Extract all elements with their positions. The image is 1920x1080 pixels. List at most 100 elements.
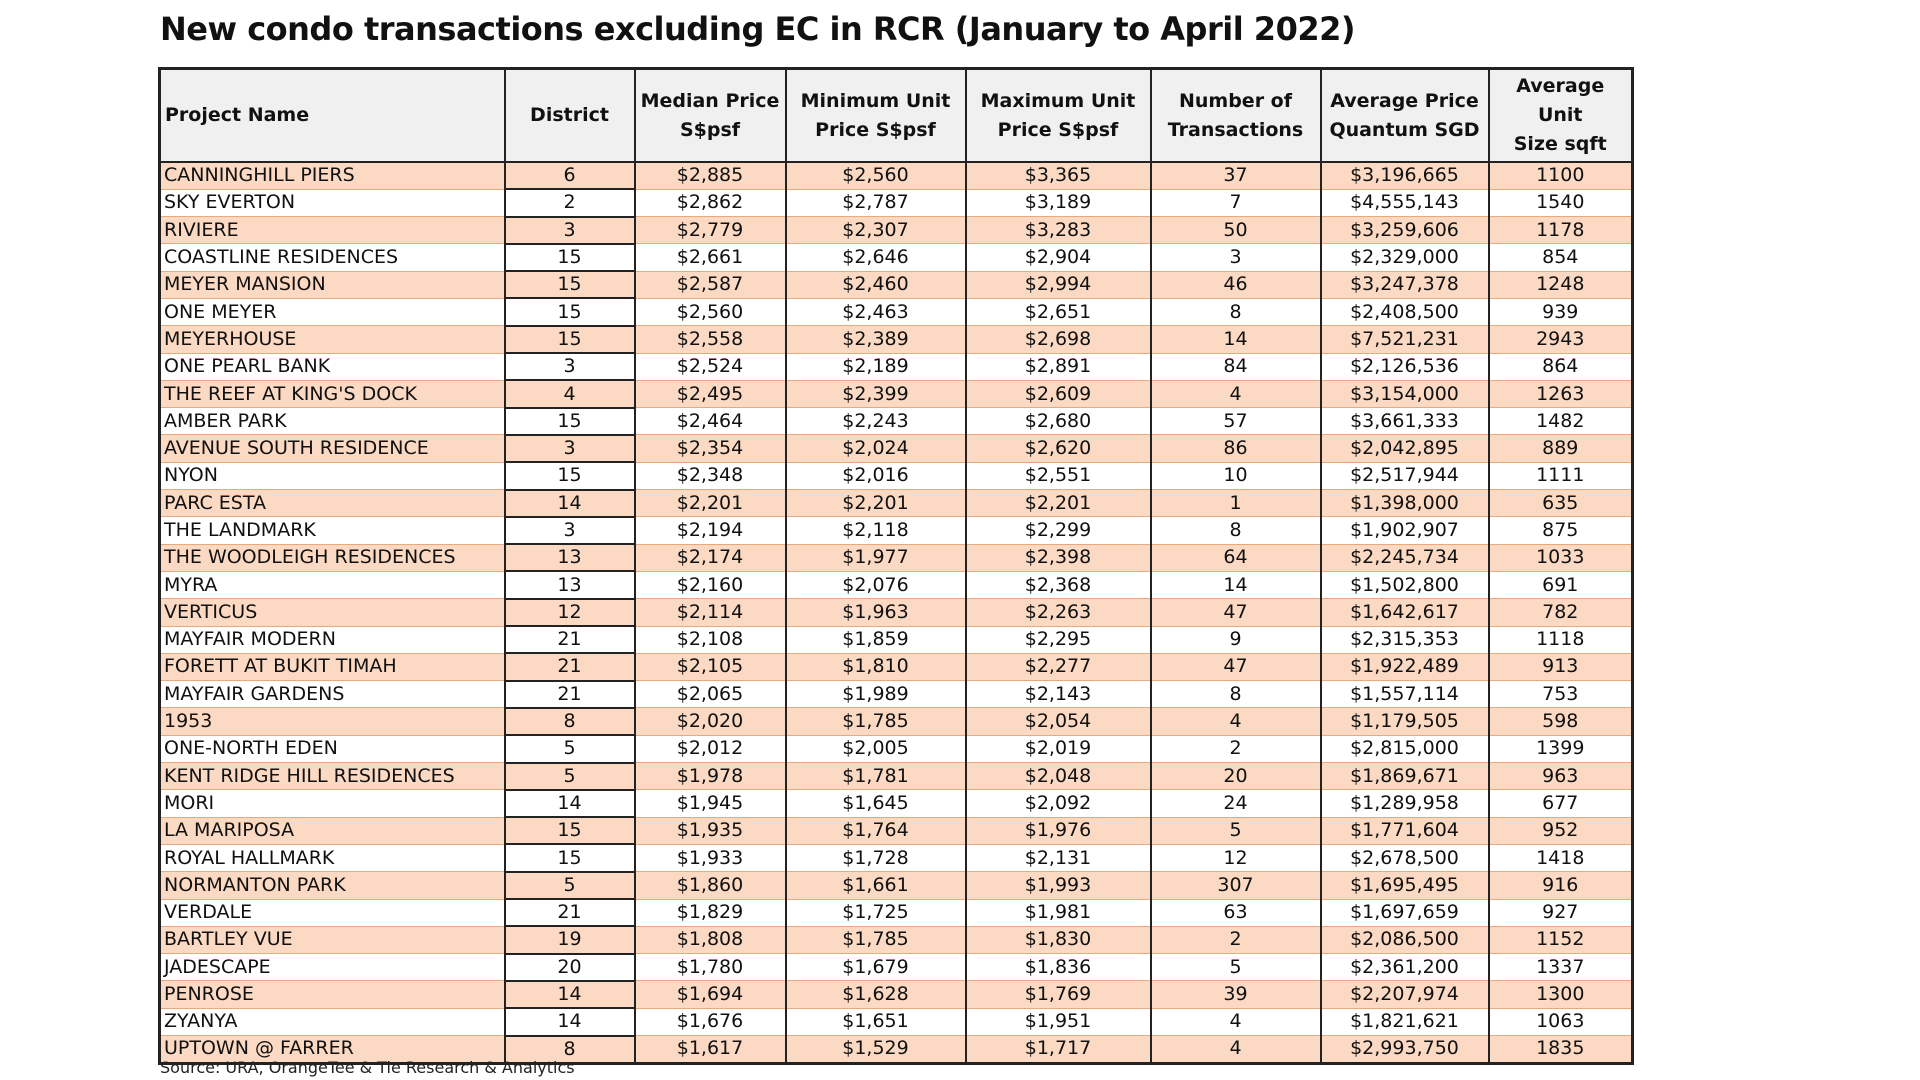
transactions-cell: 47: [1149, 598, 1322, 627]
table-row: COASTLINE RESIDENCES 15 $2,661 $2,646 $2,904…: [158, 242, 1634, 273]
district-cell: 5: [503, 870, 636, 901]
table-row: AMBER PARK 15 $2,464 $2,243 $2,680 57 $3,661,3…: [158, 406, 1634, 436]
avg-price-quantum-cell: $2,678,500: [1319, 843, 1490, 873]
max-unit-price-cell: $1,769: [964, 980, 1152, 1009]
min-unit-price-cell: $2,118: [784, 516, 967, 545]
district-cell: 21: [503, 652, 636, 682]
transactions-cell: 46: [1149, 270, 1322, 299]
min-unit-price-cell: $2,646: [784, 243, 967, 272]
median-price-cell: $2,174: [633, 543, 787, 572]
avg-unit-size-cell: 864: [1487, 352, 1634, 381]
table-row: MEYERHOUSE 15 $2,558 $2,389 $2,698 14 $7,521,2…: [158, 324, 1634, 355]
transactions-cell: 37: [1149, 161, 1322, 190]
project-name-cell: PARC ESTA: [158, 489, 506, 518]
table-body: CANNINGHILL PIERS 6 $2,885 $2,560 $3,365 37 $3…: [158, 160, 1634, 1064]
district-cell: 14: [503, 979, 636, 1010]
transactions-cell: 7: [1149, 188, 1322, 218]
project-name-cell: ONE-NORTH EDEN: [158, 734, 506, 764]
max-unit-price-cell: $2,680: [964, 407, 1152, 436]
table-row: ZYANYA 14 $1,676 $1,651 $1,951 4 $1,821,621 106…: [158, 1007, 1634, 1037]
district-cell: 15: [503, 406, 636, 436]
project-name-cell: CANNINGHILL PIERS: [158, 161, 506, 190]
project-name-cell: UPTOWN @ FARRER: [158, 1035, 506, 1064]
avg-unit-size-cell: 916: [1487, 871, 1634, 900]
district-cell: 21: [503, 679, 636, 709]
project-name-cell: NORMANTON PARK: [158, 871, 506, 900]
avg-unit-size-cell: 1118: [1487, 625, 1634, 654]
table-row: JADESCAPE 20 $1,780 $1,679 $1,836 5 $2,361,200…: [158, 952, 1634, 982]
min-unit-price-cell: $2,201: [784, 489, 967, 518]
avg-price-quantum-cell: $2,245,734: [1319, 543, 1490, 572]
project-name-cell: VERDALE: [158, 898, 506, 927]
max-unit-price-cell: $2,092: [964, 789, 1152, 818]
project-name-cell: NYON: [158, 461, 506, 491]
project-name-cell: KENT RIDGE HILL RESIDENCES: [158, 762, 506, 791]
condo-transactions-table: Project Name District Median Price S$psf …: [158, 67, 1634, 1065]
header-transactions: Number of Transactions: [1149, 67, 1322, 163]
table-row: RIVIERE 3 $2,779 $2,307 $3,283 50 $3,259,606 11…: [158, 215, 1634, 245]
avg-price-quantum-cell: $2,329,000: [1319, 243, 1490, 272]
avg-unit-size-cell: 691: [1487, 570, 1634, 600]
max-unit-price-cell: $2,994: [964, 270, 1152, 299]
median-price-cell: $1,780: [633, 953, 787, 982]
max-unit-price-cell: $2,295: [964, 625, 1152, 654]
transactions-cell: 1: [1149, 489, 1322, 518]
transactions-cell: 9: [1149, 625, 1322, 654]
project-name-cell: BARTLEY VUE: [158, 925, 506, 955]
transactions-cell: 39: [1149, 980, 1322, 1009]
district-cell: 15: [503, 270, 636, 300]
district-cell: 15: [503, 816, 636, 846]
transactions-cell: 8: [1149, 680, 1322, 709]
avg-price-quantum-cell: $1,642,617: [1319, 598, 1490, 627]
transactions-cell: 12: [1149, 843, 1322, 873]
median-price-cell: $2,114: [633, 598, 787, 627]
min-unit-price-cell: $2,307: [784, 216, 967, 245]
avg-price-quantum-cell: $3,247,378: [1319, 270, 1490, 299]
min-unit-price-cell: $1,764: [784, 816, 967, 845]
avg-unit-size-cell: 1835: [1487, 1035, 1634, 1064]
table-row: CANNINGHILL PIERS 6 $2,885 $2,560 $3,365 37 $3…: [158, 160, 1634, 191]
max-unit-price-cell: $1,993: [964, 871, 1152, 900]
min-unit-price-cell: $1,679: [784, 953, 967, 982]
project-name-cell: AMBER PARK: [158, 407, 506, 436]
district-cell: 19: [503, 925, 636, 955]
header-avg-price-quantum: Average Price Quantum SGD: [1319, 67, 1490, 163]
avg-price-quantum-cell: $2,815,000: [1319, 734, 1490, 764]
transactions-cell: 2: [1149, 925, 1322, 955]
district-cell: 8: [503, 706, 636, 737]
table-row: MAYFAIR MODERN 21 $2,108 $1,859 $2,295 9 $2,31…: [158, 625, 1634, 655]
avg-price-quantum-cell: $1,869,671: [1319, 762, 1490, 791]
avg-price-quantum-cell: $2,207,974: [1319, 980, 1490, 1009]
transactions-cell: 64: [1149, 543, 1322, 572]
median-price-cell: $2,495: [633, 379, 787, 409]
avg-price-quantum-cell: $1,502,800: [1319, 570, 1490, 600]
project-name-cell: RIVIERE: [158, 216, 506, 245]
median-price-cell: $2,348: [633, 461, 787, 491]
project-name-cell: AVENUE SOUTH RESIDENCE: [158, 434, 506, 463]
project-name-cell: THE WOODLEIGH RESIDENCES: [158, 543, 506, 572]
max-unit-price-cell: $2,277: [964, 652, 1152, 682]
table-row: AVENUE SOUTH RESIDENCE 3 $2,354 $2,024 $2,62…: [158, 433, 1634, 464]
district-cell: 8: [503, 1034, 636, 1064]
min-unit-price-cell: $1,977: [784, 543, 967, 572]
avg-price-quantum-cell: $3,661,333: [1319, 407, 1490, 436]
min-unit-price-cell: $2,189: [784, 352, 967, 381]
table-row: ONE MEYER 15 $2,560 $2,463 $2,651 8 $2,408,500…: [158, 297, 1634, 327]
median-price-cell: $1,978: [633, 762, 787, 791]
avg-unit-size-cell: 1540: [1487, 188, 1634, 218]
avg-price-quantum-cell: $2,042,895: [1319, 434, 1490, 463]
avg-price-quantum-cell: $1,922,489: [1319, 652, 1490, 682]
avg-unit-size-cell: 1178: [1487, 216, 1634, 245]
table-row: NORMANTON PARK 5 $1,860 $1,661 $1,993 307 $1,6…: [158, 870, 1634, 901]
median-price-cell: $1,933: [633, 843, 787, 873]
table-row: BARTLEY VUE 19 $1,808 $1,785 $1,830 2 $2,086,5…: [158, 925, 1634, 955]
transactions-cell: 4: [1149, 379, 1322, 409]
avg-unit-size-cell: 875: [1487, 516, 1634, 545]
max-unit-price-cell: $2,698: [964, 325, 1152, 354]
avg-unit-size-cell: 1337: [1487, 953, 1634, 982]
avg-price-quantum-cell: $1,289,958: [1319, 789, 1490, 818]
avg-unit-size-cell: 1152: [1487, 925, 1634, 955]
median-price-cell: $2,354: [633, 434, 787, 463]
max-unit-price-cell: $3,365: [964, 161, 1152, 190]
